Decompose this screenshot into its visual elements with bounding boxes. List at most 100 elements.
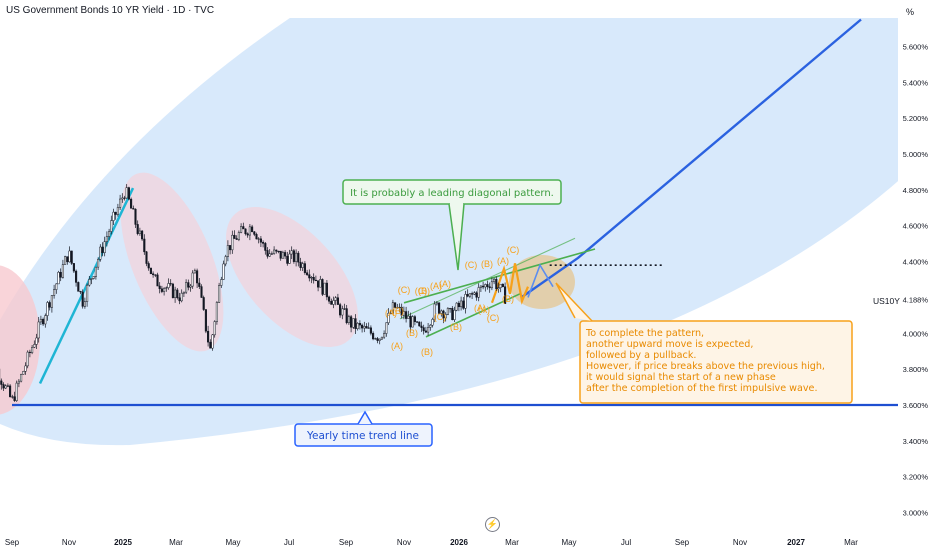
- candle: [464, 290, 467, 314]
- candle: [189, 284, 192, 292]
- candle-body: [143, 238, 146, 253]
- candle-body: [116, 207, 119, 215]
- green-callout-text: It is probably a leading diagonal patter…: [350, 188, 554, 199]
- candle-body: [299, 261, 302, 268]
- candle-body: [376, 338, 379, 341]
- candle: [202, 295, 205, 311]
- candle: [6, 383, 9, 388]
- candle: [266, 247, 269, 259]
- candle-body: [121, 197, 124, 200]
- candle-body: [136, 224, 139, 234]
- candle-body: [158, 285, 161, 290]
- candle-body: [394, 302, 397, 308]
- candle-body: [499, 283, 502, 288]
- candle: [68, 246, 71, 263]
- candle-body: [427, 327, 430, 333]
- candle-body: [400, 306, 403, 316]
- candle: [420, 321, 423, 332]
- candle-body: [319, 279, 322, 288]
- candle-body: [444, 314, 447, 319]
- candle-body: [171, 283, 174, 298]
- candle: [257, 237, 260, 244]
- candle: [350, 314, 353, 333]
- x-tick-label: Sep: [339, 538, 354, 547]
- candle: [136, 220, 139, 236]
- candle: [57, 270, 60, 285]
- lightning-icon[interactable]: ⚡: [485, 517, 500, 532]
- candle: [405, 306, 408, 323]
- candle-body: [0, 380, 3, 385]
- candle-body: [330, 301, 333, 305]
- green-callout-pointer: [448, 203, 465, 271]
- candle-body: [196, 270, 199, 284]
- candle: [281, 250, 284, 259]
- growth-channel-band: [0, 18, 898, 446]
- x-tick-label: May: [225, 538, 240, 547]
- candle-body: [11, 396, 14, 398]
- candle: [99, 244, 102, 262]
- candle-body: [46, 302, 49, 316]
- candle-body: [156, 274, 159, 287]
- candle: [380, 336, 383, 340]
- wave-label: (A): [430, 281, 442, 291]
- candle: [438, 302, 441, 315]
- candle: [334, 296, 337, 306]
- candle: [290, 246, 293, 260]
- candle: [178, 292, 181, 305]
- candle: [83, 297, 86, 309]
- candle: [490, 277, 493, 291]
- candle-body: [222, 263, 225, 280]
- y-tick-label: 4.400%: [903, 258, 929, 267]
- candle: [156, 272, 159, 287]
- candle: [4, 384, 7, 390]
- candle-body: [473, 292, 476, 295]
- candle-body: [257, 238, 260, 240]
- candle-body: [130, 198, 133, 209]
- candle: [112, 208, 115, 226]
- candle: [61, 259, 64, 279]
- candle: [77, 281, 80, 292]
- candle: [92, 276, 95, 280]
- x-tick-label: Jul: [284, 538, 294, 547]
- candle-body: [59, 271, 62, 278]
- candle-body: [226, 245, 229, 257]
- candle: [200, 284, 203, 298]
- candle: [145, 250, 148, 267]
- candle: [387, 308, 390, 325]
- candle: [119, 194, 122, 211]
- candle-body: [39, 318, 42, 323]
- candle: [488, 282, 491, 293]
- candle-body: [174, 289, 177, 298]
- candle-body: [169, 283, 172, 285]
- candle-body: [213, 321, 216, 336]
- candle-body: [141, 230, 144, 240]
- candle-body: [501, 283, 504, 287]
- candle: [24, 362, 27, 375]
- candle-body: [37, 321, 40, 339]
- candle: [108, 228, 111, 241]
- candle: [9, 384, 12, 398]
- wave-label: (B): [421, 347, 433, 357]
- orange-callout-line: To complete the pattern,: [585, 328, 704, 339]
- candle-body: [105, 236, 108, 242]
- candle: [424, 326, 427, 333]
- candle: [191, 270, 194, 289]
- candle: [451, 306, 454, 321]
- candle: [22, 370, 25, 375]
- candle-body: [431, 319, 434, 326]
- axis-unit: %: [905, 7, 914, 17]
- candle-body: [127, 187, 130, 200]
- candle-body: [266, 250, 269, 257]
- candle: [427, 323, 430, 336]
- y-tick-label: 3.000%: [903, 509, 929, 518]
- candle-body: [253, 231, 256, 235]
- candle: [237, 230, 240, 242]
- candle: [400, 303, 403, 319]
- candle-body: [218, 285, 221, 303]
- candle: [345, 304, 348, 325]
- candle-body: [55, 283, 58, 290]
- candle: [275, 249, 278, 254]
- candle: [97, 257, 100, 271]
- candle-body: [138, 230, 141, 234]
